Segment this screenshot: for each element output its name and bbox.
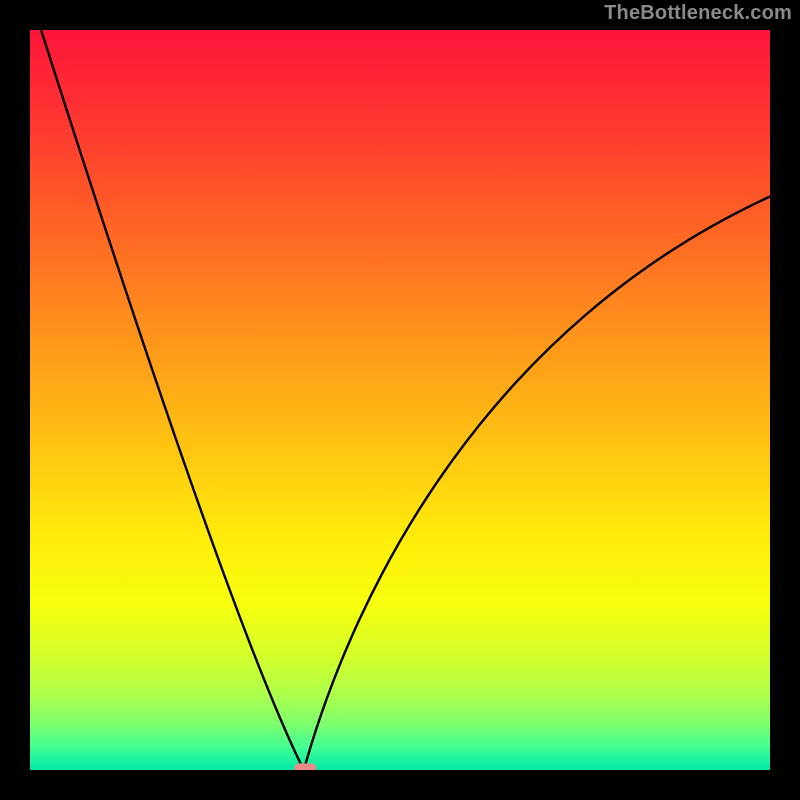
plot-svg	[30, 30, 770, 770]
plot-area	[30, 30, 770, 770]
watermark-text: TheBottleneck.com	[604, 2, 792, 25]
minimum-marker	[294, 763, 316, 770]
chart-container: TheBottleneck.com	[0, 0, 800, 800]
gradient-background	[30, 30, 770, 770]
